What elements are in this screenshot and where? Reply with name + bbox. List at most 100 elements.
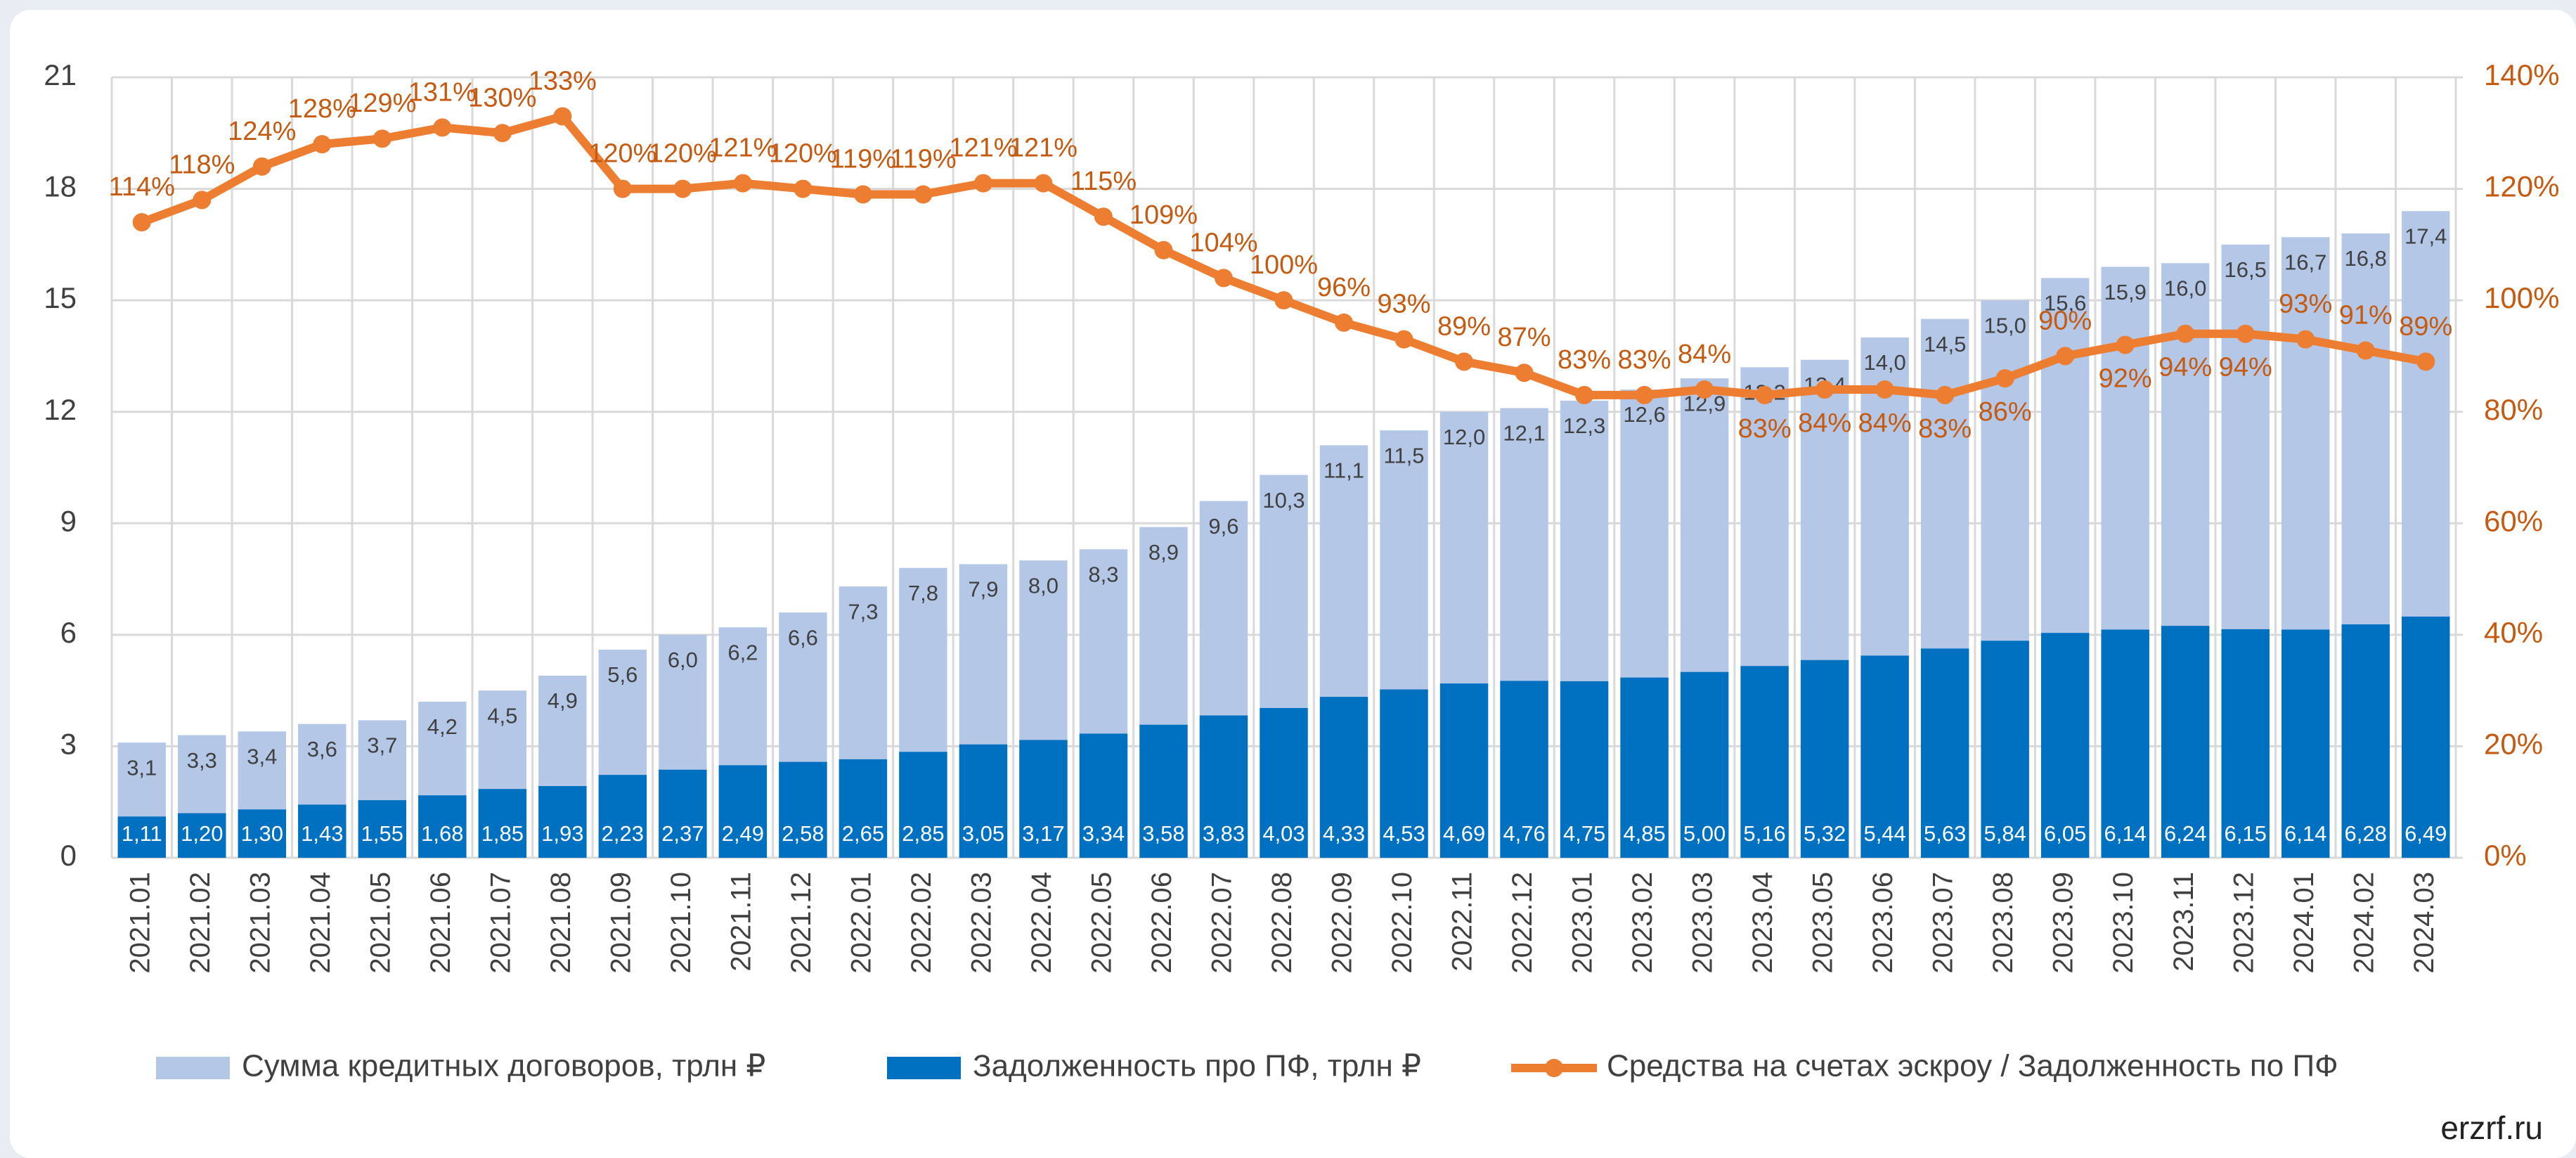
bar-label: 6,14 xyxy=(2104,821,2147,846)
x-tick-label: 2023.10 xyxy=(2108,872,2139,974)
x-tick-label: 2021.07 xyxy=(485,872,516,974)
line-marker xyxy=(1455,352,1474,371)
x-tick-label: 2023.03 xyxy=(1688,872,1719,974)
x-tick-label: 2022.09 xyxy=(1327,872,1358,974)
line-label: 124% xyxy=(228,117,296,146)
bar xyxy=(1079,733,1128,858)
bar-label: 12,1 xyxy=(1503,421,1545,446)
x-tick-label: 2022.05 xyxy=(1087,872,1118,974)
bar xyxy=(1560,681,1609,858)
bar xyxy=(1981,641,2029,858)
x-tick-label: 2024.03 xyxy=(2409,872,2440,974)
bar-label: 3,58 xyxy=(1142,821,1184,846)
line-label: 121% xyxy=(708,134,777,163)
bar-label: 6,0 xyxy=(668,648,698,672)
x-tick-label: 2022.12 xyxy=(1507,872,1538,974)
bar-label: 4,03 xyxy=(1262,821,1305,846)
bar-label: 11,5 xyxy=(1384,443,1425,468)
bar xyxy=(1680,671,1729,858)
bar-label: 11,1 xyxy=(1323,458,1364,482)
line-label: 84% xyxy=(1798,408,1851,438)
line-label: 119% xyxy=(890,145,956,174)
line-label: 115% xyxy=(1070,167,1137,196)
bar xyxy=(418,795,467,858)
x-tick-label: 2023.02 xyxy=(1627,872,1658,974)
bar-label: 6,6 xyxy=(788,625,818,650)
line-marker xyxy=(1214,269,1233,288)
bar-label: 4,33 xyxy=(1323,821,1365,846)
bar xyxy=(238,809,286,858)
line-label: 96% xyxy=(1317,273,1371,302)
line-marker xyxy=(914,185,933,204)
line-marker xyxy=(1816,380,1834,399)
x-tick-label: 2023.11 xyxy=(2168,872,2199,972)
x-tick-label: 2021.09 xyxy=(605,872,636,974)
x-tick-label: 2023.08 xyxy=(1988,872,2019,974)
line-marker xyxy=(1274,291,1293,310)
bar-label: 4,5 xyxy=(487,703,517,728)
line-marker xyxy=(2116,335,2135,354)
bar xyxy=(1800,660,1849,858)
x-tick-label: 2021.12 xyxy=(786,872,817,974)
bar xyxy=(1380,689,1428,858)
x-tick-label: 2021.06 xyxy=(425,872,456,974)
bar-label: 7,3 xyxy=(848,599,878,624)
line-marker xyxy=(2416,352,2435,371)
x-tick-label: 2022.02 xyxy=(906,872,937,974)
bar xyxy=(1019,740,1068,858)
legend-marker xyxy=(1545,1059,1563,1077)
x-tick-label: 2023.12 xyxy=(2228,872,2259,974)
line-label: 114% xyxy=(109,172,175,202)
y-tick-label: 15 xyxy=(44,281,77,314)
line-marker xyxy=(252,157,271,176)
bar-label: 1,11 xyxy=(122,821,162,846)
bar xyxy=(2341,624,2390,858)
bar-label: 3,6 xyxy=(307,737,337,761)
legend-swatch xyxy=(156,1057,230,1079)
line-label: 86% xyxy=(1979,397,2032,427)
line-marker xyxy=(433,118,452,137)
bar-label: 3,05 xyxy=(962,821,1004,846)
line-marker xyxy=(193,191,212,210)
bar xyxy=(659,769,707,858)
line-label: 84% xyxy=(1858,408,1912,438)
y2-tick-label: 40% xyxy=(2484,616,2543,649)
line-marker xyxy=(853,185,872,204)
line-label: 130% xyxy=(468,83,536,112)
x-tick-label: 2021.03 xyxy=(245,872,276,974)
bar xyxy=(2221,629,2270,858)
legend-label: Сумма кредитных договоров, трлн ₽ xyxy=(242,1049,765,1083)
bar-label: 5,44 xyxy=(1863,821,1905,846)
bar xyxy=(899,752,947,858)
line-marker xyxy=(794,179,813,198)
x-tick-label: 2021.04 xyxy=(305,872,336,974)
bar-label: 4,2 xyxy=(427,714,458,739)
bar-label: 3,7 xyxy=(367,733,397,758)
bar xyxy=(718,765,768,858)
line-marker xyxy=(1755,385,1774,404)
bar xyxy=(1319,697,1368,858)
x-tick-label: 2021.10 xyxy=(666,872,697,974)
bar-label: 7,8 xyxy=(908,581,938,605)
line-label: 100% xyxy=(1250,250,1318,280)
line-marker xyxy=(1575,385,1594,404)
line-label: 83% xyxy=(1618,345,1671,375)
bar-label: 1,20 xyxy=(181,821,223,846)
bar xyxy=(1920,648,1969,858)
bar xyxy=(1620,677,1669,858)
bar-label: 10,3 xyxy=(1262,488,1305,513)
bar xyxy=(1860,655,1909,858)
bar-label: 2,23 xyxy=(602,821,644,846)
bar-label: 5,32 xyxy=(1804,821,1846,846)
line-marker xyxy=(1094,207,1113,226)
bar-label: 15,9 xyxy=(2104,280,2147,304)
bar-label: 5,63 xyxy=(1924,821,1966,846)
watermark: erzrf.ru xyxy=(2440,1109,2543,1146)
bar-label: 1,93 xyxy=(541,821,583,846)
bar xyxy=(2402,616,2450,858)
bar-label: 5,6 xyxy=(607,662,637,687)
bar-label: 16,5 xyxy=(2225,257,2267,282)
line-label: 128% xyxy=(288,94,356,124)
line-marker xyxy=(2236,324,2255,343)
x-tick-label: 2023.06 xyxy=(1868,872,1898,974)
